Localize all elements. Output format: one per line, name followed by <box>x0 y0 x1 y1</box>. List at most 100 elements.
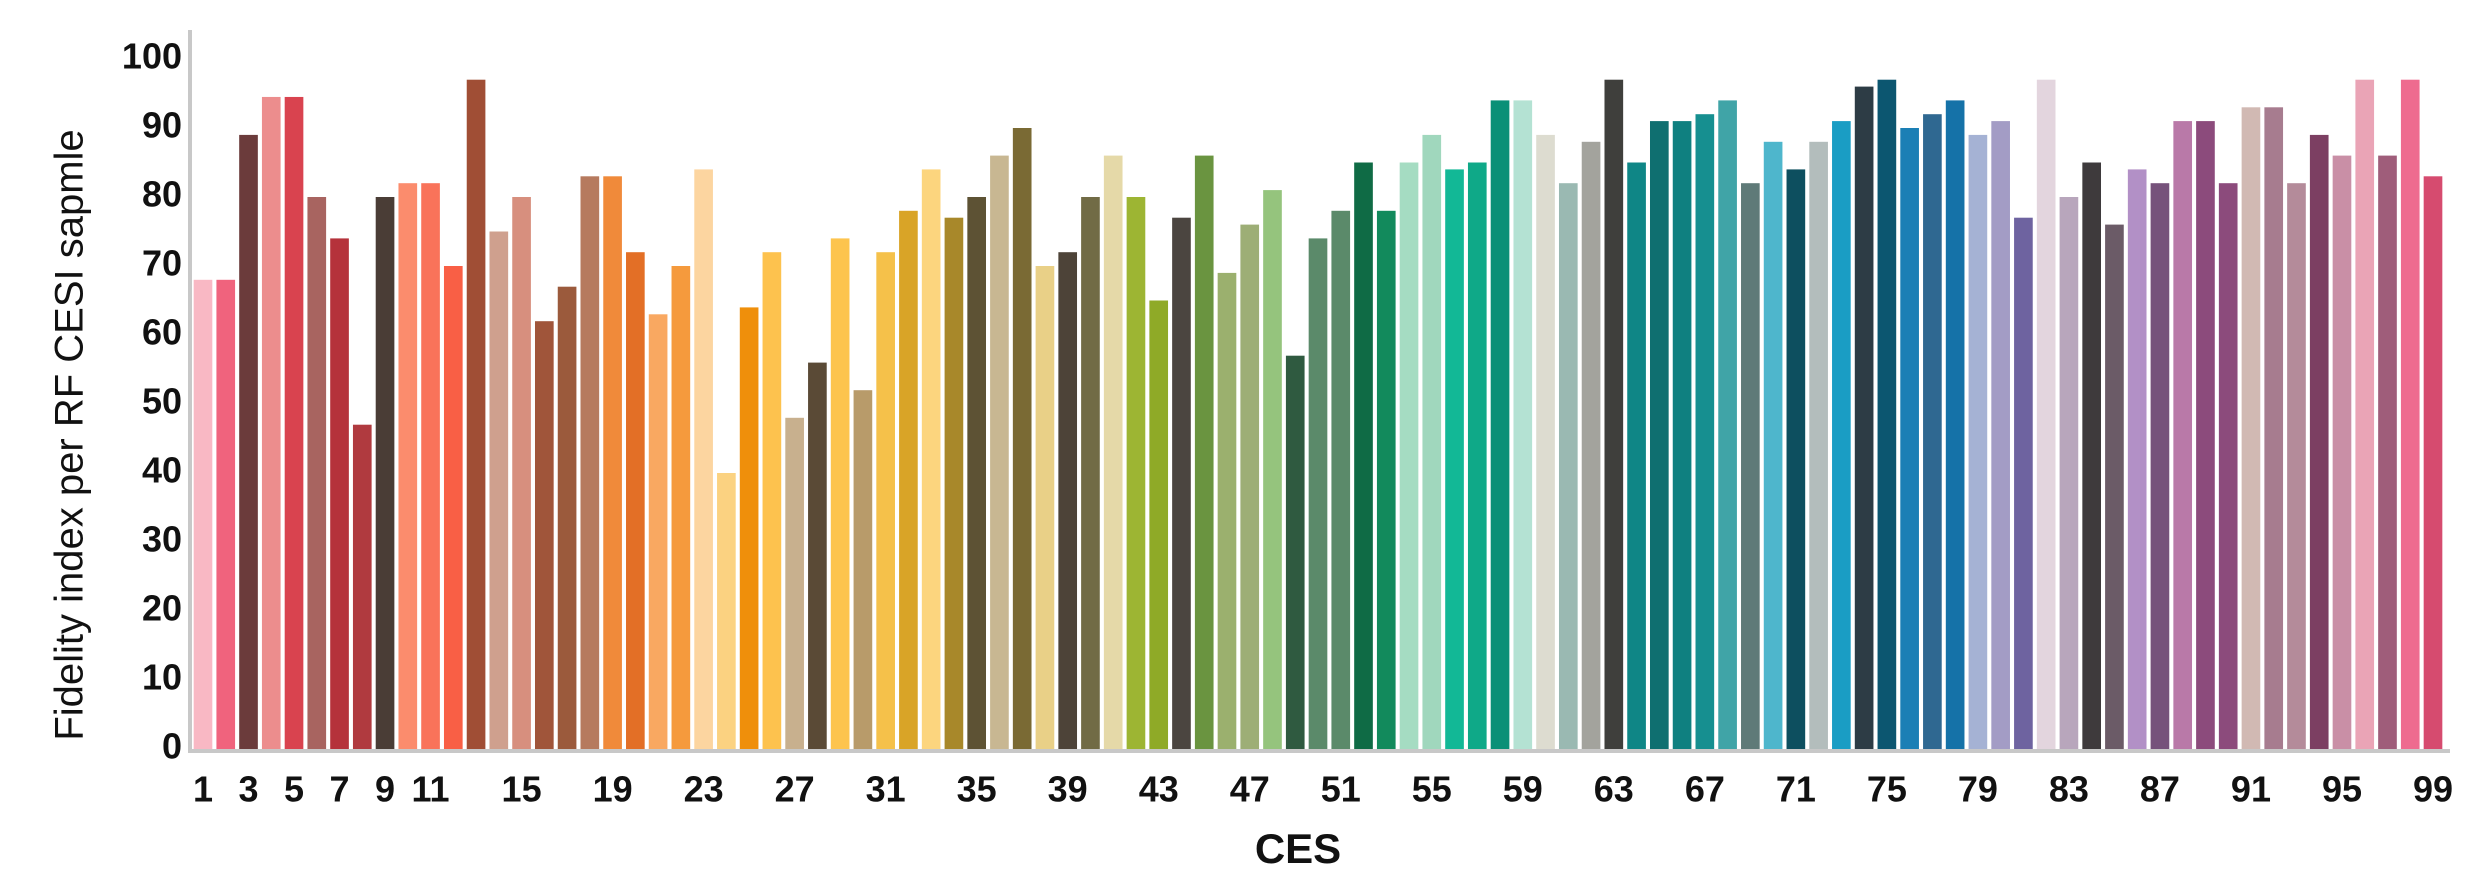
bar <box>967 197 987 749</box>
bar <box>2287 183 2306 749</box>
x-tick-label: 67 <box>1685 769 1725 810</box>
x-axis-title: CES <box>1255 825 1341 872</box>
bar <box>2264 107 2284 750</box>
bar <box>557 286 577 749</box>
bar <box>1923 114 1942 749</box>
bar <box>1581 141 1601 750</box>
bar <box>1217 272 1237 749</box>
y-tick-label: 50 <box>142 381 182 422</box>
bar <box>1012 128 1032 749</box>
bar <box>307 197 327 749</box>
bar <box>1627 162 1646 749</box>
bar <box>1695 114 1715 749</box>
bar <box>1422 134 1442 749</box>
bar <box>2309 134 2329 749</box>
bar <box>261 96 281 749</box>
x-tick-label: 19 <box>593 769 633 810</box>
bar <box>1672 121 1692 750</box>
bar <box>2378 155 2397 750</box>
bar <box>1126 197 1146 749</box>
x-tick-label: 95 <box>2322 769 2362 810</box>
bar <box>853 390 873 749</box>
bar <box>1832 121 1851 750</box>
x-tick-label: 7 <box>330 769 350 810</box>
y-tick-label: 0 <box>162 726 182 767</box>
bar <box>375 197 395 749</box>
x-tick-label: 11 <box>412 769 450 810</box>
bar <box>1149 300 1169 749</box>
bar <box>284 96 304 749</box>
bar <box>808 362 827 749</box>
bar <box>398 183 418 749</box>
x-tick-label: 75 <box>1867 769 1907 810</box>
x-tick-label: 23 <box>684 769 724 810</box>
x-tick-label: 1 <box>193 769 213 810</box>
bar <box>1399 162 1419 749</box>
x-tick-label: 55 <box>1412 769 1452 810</box>
bar <box>1968 134 1988 749</box>
bar <box>990 155 1009 750</box>
bar <box>717 473 736 749</box>
bar <box>2400 79 2420 749</box>
x-tick-label: 99 <box>2413 769 2453 810</box>
bar <box>1081 197 1100 749</box>
bar <box>694 169 713 749</box>
x-tick-label: 79 <box>1958 769 1998 810</box>
bar <box>739 307 759 749</box>
bar <box>785 417 804 749</box>
bar <box>921 169 941 749</box>
x-tick-label: 47 <box>1230 769 1270 810</box>
bar <box>1354 162 1373 749</box>
x-tick-label: 91 <box>2231 769 2271 810</box>
x-tick-label: 39 <box>1048 769 1088 810</box>
bar <box>1172 217 1191 749</box>
x-tick-label: 31 <box>866 769 906 810</box>
bar <box>239 134 258 749</box>
x-tick-label: 43 <box>1139 769 1179 810</box>
bar <box>2173 121 2193 750</box>
bar <box>330 238 349 749</box>
bar <box>512 197 531 749</box>
bar <box>421 183 440 749</box>
bar <box>1103 155 1123 750</box>
bar <box>1763 141 1783 750</box>
y-tick-label: 20 <box>142 588 182 629</box>
bar <box>2355 79 2375 749</box>
bar <box>1467 162 1487 749</box>
bar <box>1604 79 1624 749</box>
bar <box>1558 183 1578 749</box>
x-tick-label: 51 <box>1321 769 1361 810</box>
bar <box>2196 121 2215 750</box>
bar <box>1240 224 1260 750</box>
bar <box>2059 197 2079 749</box>
x-tick-label: 5 <box>284 769 304 810</box>
y-tick-label: 70 <box>142 243 182 284</box>
bar <box>2127 169 2147 749</box>
bar <box>1718 100 1737 749</box>
x-tick-label: 3 <box>238 769 258 810</box>
bar <box>603 176 622 750</box>
y-tick-label: 90 <box>142 105 182 146</box>
bar <box>876 252 895 749</box>
x-tick-label: 9 <box>375 769 395 810</box>
x-tick-label: 63 <box>1594 769 1634 810</box>
y-axis-title: Fidelity index per RF CESI sapmle <box>48 129 92 740</box>
bar <box>1308 238 1328 749</box>
bar <box>1854 86 1874 750</box>
bar <box>489 231 509 749</box>
bar <box>1536 134 1555 749</box>
bar <box>216 279 236 749</box>
bar <box>2332 155 2352 750</box>
bar <box>2241 107 2261 750</box>
x-tick-label: 35 <box>957 769 997 810</box>
bar <box>1445 169 1464 749</box>
bar <box>2014 217 2033 749</box>
bar <box>648 314 668 749</box>
bar <box>580 176 600 750</box>
bar <box>830 238 850 749</box>
bar <box>2218 183 2238 749</box>
y-tick-label: 40 <box>142 450 182 491</box>
x-tick-label: 59 <box>1503 769 1543 810</box>
